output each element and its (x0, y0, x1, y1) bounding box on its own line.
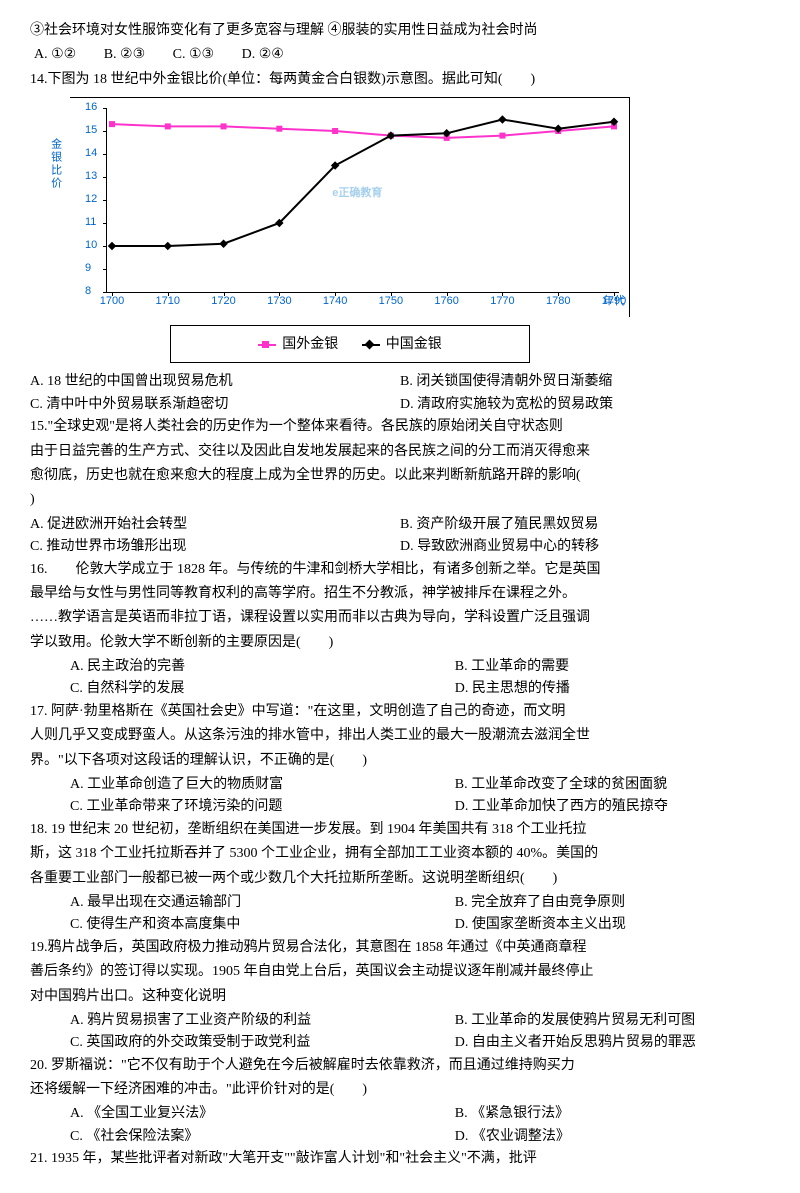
q14-opt-b: B. 闭关锁国使得清朝外贸日渐萎缩 (400, 371, 770, 393)
q16-l1: 16. 伦敦大学成立于 1828 年。与传统的牛津和剑桥大学相比，有诸多创新之举… (30, 559, 770, 581)
q14-stem: 14.下图为 18 世纪中外金银比价(单位：每两黄金合白银数)示意图。据此可知(… (30, 69, 770, 91)
q15-opt-d: D. 导致欧洲商业贸易中心的转移 (400, 536, 770, 558)
q18-row2: C. 使得生产和资本高度集中 D. 使国家垄断资本主义出现 (30, 914, 770, 936)
ytick-label: 12 (85, 191, 97, 209)
chart-container: 金银比价 e正确教育 89101112131415161700171017201… (70, 97, 630, 363)
q16-l2: 最早给与女性与男性同等教育权利的高等学府。招生不分教派，神学被排斥在课程之外。 (30, 583, 770, 605)
q18-l1: 18. 19 世纪末 20 世纪初，垄断组织在美国进一步发展。到 1904 年美… (30, 819, 770, 841)
q16-opt-a: A. 民主政治的完善 (70, 656, 455, 678)
q19-opt-c: C. 英国政府的外交政策受制于政党利益 (70, 1032, 455, 1054)
q17-opt-b: B. 工业革命改变了全球的贫困面貌 (455, 774, 770, 796)
q13-stem-part: ③社会环境对女性服饰变化有了更多宽容与理解 ④服装的实用性日益成为社会时尚 (30, 20, 770, 42)
q15-opt-c: C. 推动世界市场雏形出现 (30, 536, 400, 558)
q19-l2: 善后条约》的签订得以实现。1905 年自由党上台后，英国议会主动提议逐年削减并最… (30, 961, 770, 983)
q17-opt-d: D. 工业革命加快了西方的殖民掠夺 (455, 796, 770, 818)
q18-l2: 斯，这 318 个工业托拉斯吞并了 5300 个工业企业，拥有全部加工工业资本额… (30, 843, 770, 865)
ytick-label: 9 (85, 260, 91, 278)
q17-opt-c: C. 工业革命带来了环境污染的问题 (70, 796, 455, 818)
q15-l2: 由于日益完善的生产方式、交往以及因此自发地发展起来的各民族之间的分工而消灭得愈来 (30, 441, 770, 463)
q20-opt-b: B. 《紧急银行法》 (455, 1103, 770, 1125)
ytick-label: 8 (85, 283, 91, 301)
q15-l3: 愈彻底，历史也就在愈来愈大的程度上成为全世界的历史。以此来判断新航路开辟的影响( (30, 465, 770, 487)
q20-row1: A. 《全国工业复兴法》 B. 《紧急银行法》 (30, 1103, 770, 1125)
y-axis-label: 金银比价 (46, 138, 64, 190)
q19-opt-a: A. 鸦片贸易损害了工业资产阶级的利益 (70, 1010, 455, 1032)
q17-l2: 人则几乎又变成野蛮人。从这条污浊的排水管中，排出人类工业的最大一股潮流去滋润全世 (30, 725, 770, 747)
x-axis-extra-label: 年代 (603, 293, 625, 311)
q17-l1: 17. 阿萨·勃里格斯在《英国社会史》中写道："在这里，文明创造了自己的奇迹，而… (30, 701, 770, 723)
q19-l1: 19.鸦片战争后，英国政府极力推动鸦片贸易合法化，其意图在 1858 年通过《中… (30, 937, 770, 959)
q16-l4: 学以致用。伦敦大学不断创新的主要原因是( ) (30, 632, 770, 654)
q20-opt-c: C. 《社会保险法案》 (70, 1126, 455, 1148)
q13-opt-c: C. ①③ (173, 47, 214, 62)
q14-opt-a: A. 18 世纪的中国曾出现贸易危机 (30, 371, 400, 393)
q19-l3: 对中国鸦片出口。这种变化说明 (30, 986, 770, 1008)
q18-l3: 各重要工业部门一般都已被一两个或少数几个大托拉斯所垄断。这说明垄断组织( ) (30, 868, 770, 890)
q15-row1: A. 促进欧洲开始社会转型 B. 资产阶级开展了殖民黑奴贸易 (30, 514, 770, 536)
q16-row1: A. 民主政治的完善 B. 工业革命的需要 (30, 656, 770, 678)
q13-opt-b: B. ②③ (104, 47, 145, 62)
q14-opt-d: D. 清政府实施较为宽松的贸易政策 (400, 394, 770, 416)
legend-swatch-diamond-icon (362, 344, 380, 346)
q15-l4: ) (30, 489, 770, 511)
q15-l1: 15."全球史观"是将人类社会的历史作为一个整体来看待。各民族的原始闭关自守状态… (30, 416, 770, 438)
chart-legend: 国外金银 中国金银 (170, 325, 530, 363)
legend-swatch-square-icon (258, 344, 276, 346)
q13-opt-a: A. ①② (34, 47, 76, 62)
ytick-label: 14 (85, 145, 97, 163)
legend-label-china: 中国金银 (386, 334, 442, 356)
q15-opt-a: A. 促进欧洲开始社会转型 (30, 514, 400, 536)
q19-opt-d: D. 自由主义者开始反思鸦片贸易的罪恶 (455, 1032, 770, 1054)
q15-opt-b: B. 资产阶级开展了殖民黑奴贸易 (400, 514, 770, 536)
q13-opt-d: D. ②④ (242, 47, 284, 62)
legend-item-china: 中国金银 (362, 334, 442, 356)
ytick-label: 16 (85, 99, 97, 117)
q17-row2: C. 工业革命带来了环境污染的问题 D. 工业革命加快了西方的殖民掠夺 (30, 796, 770, 818)
q20-opt-a: A. 《全国工业复兴法》 (70, 1103, 455, 1125)
q18-opt-c: C. 使得生产和资本高度集中 (70, 914, 455, 936)
q16-opt-d: D. 民主思想的传播 (455, 678, 770, 700)
q19-opt-b: B. 工业革命的发展使鸦片贸易无利可图 (455, 1010, 770, 1032)
q19-row2: C. 英国政府的外交政策受制于政党利益 D. 自由主义者开始反思鸦片贸易的罪恶 (30, 1032, 770, 1054)
legend-item-foreign: 国外金银 (258, 334, 338, 356)
chart-box: 金银比价 e正确教育 89101112131415161700171017201… (70, 97, 630, 317)
q20-l1: 20. 罗斯福说："它不仅有助于个人避免在今后被解雇时去依靠救济，而且通过维持购… (30, 1055, 770, 1077)
q20-l2: 还将缓解一下经济困难的冲击。"此评价针对的是( ) (30, 1079, 770, 1101)
q14-options-row2: C. 清中叶中外贸易联系渐趋密切 D. 清政府实施较为宽松的贸易政策 (30, 394, 770, 416)
q16-l3: ……教学语言是英语而非拉丁语，课程设置以实用而非以古典为导向，学科设置广泛且强调 (30, 607, 770, 629)
ytick-label: 13 (85, 168, 97, 186)
q15-row2: C. 推动世界市场雏形出现 D. 导致欧洲商业贸易中心的转移 (30, 536, 770, 558)
q19-row1: A. 鸦片贸易损害了工业资产阶级的利益 B. 工业革命的发展使鸦片贸易无利可图 (30, 1010, 770, 1032)
q17-l3: 界。"以下各项对这段话的理解认识，不正确的是( ) (30, 750, 770, 772)
q16-opt-c: C. 自然科学的发展 (70, 678, 455, 700)
q18-opt-a: A. 最早出现在交通运输部门 (70, 892, 455, 914)
q20-opt-d: D. 《农业调整法》 (455, 1126, 770, 1148)
q18-opt-b: B. 完全放弃了自由竞争原则 (455, 892, 770, 914)
chart-plot: e正确教育 8910111213141516170017101720173017… (106, 108, 619, 293)
q18-opt-d: D. 使国家垄断资本主义出现 (455, 914, 770, 936)
q16-row2: C. 自然科学的发展 D. 民主思想的传播 (30, 678, 770, 700)
legend-label-foreign: 国外金银 (282, 334, 338, 356)
q17-row1: A. 工业革命创造了巨大的物质财富 B. 工业革命改变了全球的贫困面貌 (30, 774, 770, 796)
q13-options: A. ①② B. ②③ C. ①③ D. ②④ (34, 44, 770, 66)
q14-options-row1: A. 18 世纪的中国曾出现贸易危机 B. 闭关锁国使得清朝外贸日渐萎缩 (30, 371, 770, 393)
q16-opt-b: B. 工业革命的需要 (455, 656, 770, 678)
q20-row2: C. 《社会保险法案》 D. 《农业调整法》 (30, 1126, 770, 1148)
ytick-label: 11 (85, 214, 96, 232)
q17-opt-a: A. 工业革命创造了巨大的物质财富 (70, 774, 455, 796)
q18-row1: A. 最早出现在交通运输部门 B. 完全放弃了自由竞争原则 (30, 892, 770, 914)
q14-opt-c: C. 清中叶中外贸易联系渐趋密切 (30, 394, 400, 416)
ytick-label: 15 (85, 122, 97, 140)
q21-l1: 21. 1935 年，某些批评者对新政"大笔开支""敲诈富人计划"和"社会主义"… (30, 1148, 770, 1170)
ytick-label: 10 (85, 237, 97, 255)
